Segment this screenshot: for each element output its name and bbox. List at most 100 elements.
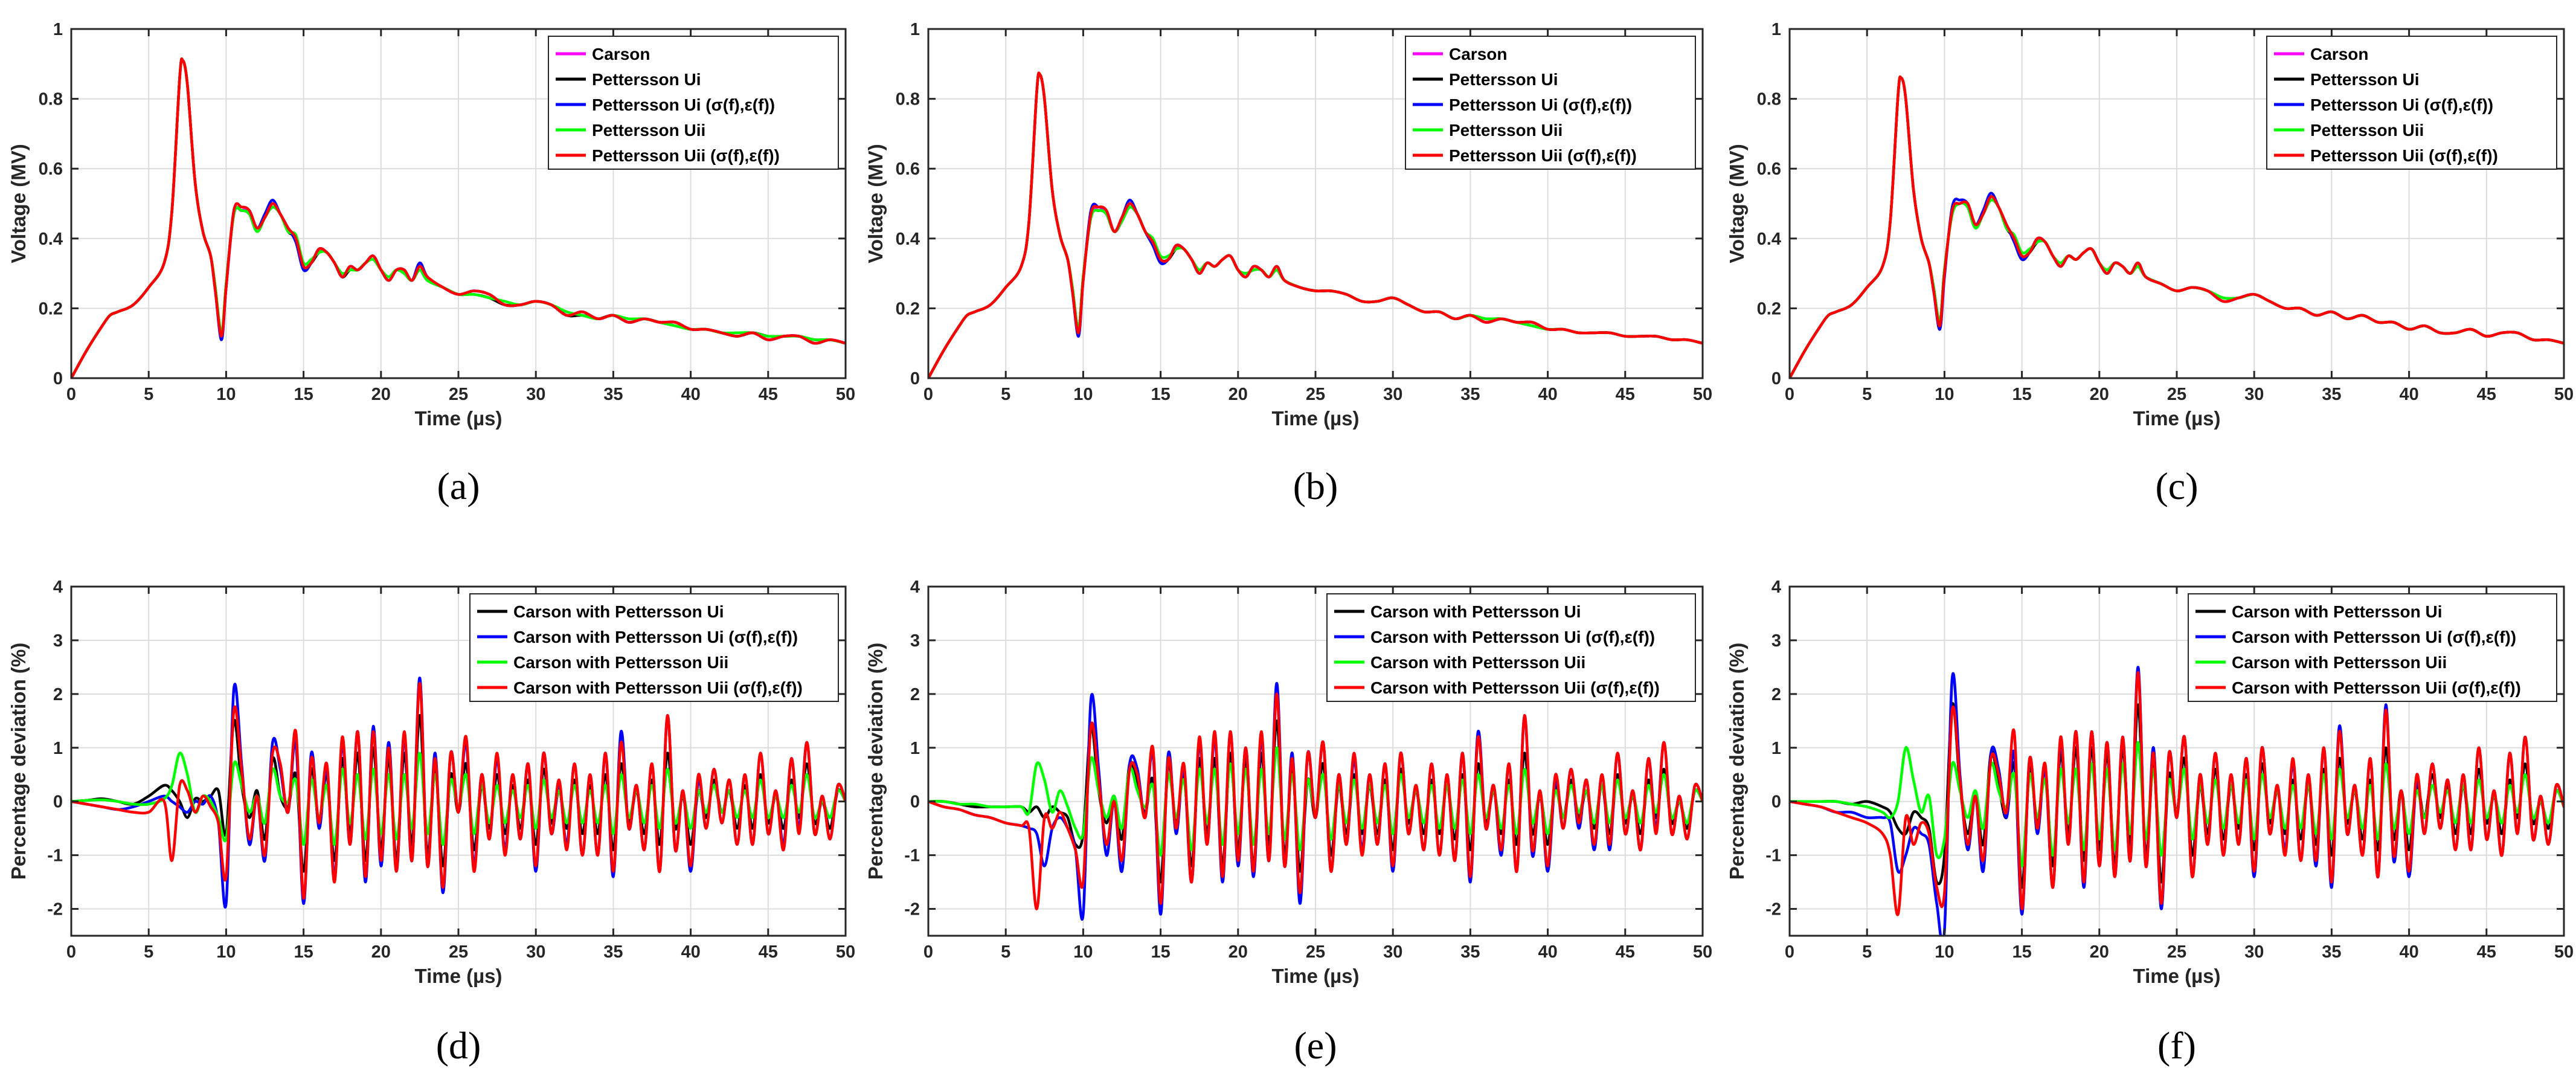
legend-entry: Pettersson Ui (σ(f),ε(f)) [592,95,775,114]
x-tick-label: 0 [66,385,76,404]
y-tick-label: 0.6 [1757,159,1781,179]
x-axis-label: Time (µs) [2133,407,2221,430]
x-tick-label: 40 [681,942,700,962]
x-tick-label: 30 [1383,942,1402,962]
x-tick-label: 50 [2554,385,2574,404]
x-tick-label: 15 [294,385,313,404]
legend-entry: Carson with Pettersson Ui [1370,602,1581,621]
y-tick-label: -2 [1765,900,1781,919]
x-tick-label: 20 [2090,385,2109,404]
series-group [1790,75,2564,378]
series-line [1790,75,2564,378]
y-tick-label: 1 [53,20,63,39]
y-tick-label: 4 [53,578,63,597]
y-tick-label: 4 [1771,578,1781,597]
x-tick-label: 30 [526,942,545,962]
y-axis-label: Voltage (MV) [1726,144,1748,263]
x-tick-label: 35 [603,942,623,962]
y-axis-label: Percentage deviation (%) [864,643,887,880]
y-axis-label: Percentage deviation (%) [7,643,30,880]
x-tick-label: 40 [2399,942,2418,962]
x-tick-label: 20 [371,942,391,962]
legend-entry: Carson with Pettersson Ui (σ(f),ε(f)) [513,628,798,646]
legend-entry: Pettersson Uii [2310,121,2424,140]
legend-entry: Carson with Pettersson Uii (σ(f),ε(f)) [2232,678,2521,697]
y-axis-label: Voltage (MV) [7,144,30,263]
x-tick-label: 0 [1785,385,1794,404]
x-tick-label: 45 [2477,942,2496,962]
panel-b: 0 5 10 15 20 25 30 35 40 45 50 0 0.2 0.4 0.6 0.8 1 Time (… [864,20,1712,507]
series-group [1790,666,2564,936]
panel-a: 0 5 10 15 20 25 30 35 40 45 50 0 0.2 0.4 0.6 0.8 1 Time (… [7,20,855,507]
y-tick-label: 3 [910,631,920,651]
x-tick-label: 35 [2322,942,2341,962]
y-tick-label: 2 [53,685,63,704]
y-tick-label: 0.4 [39,230,63,249]
y-tick-label: 0.8 [1757,90,1781,109]
legend-entry: Carson with Pettersson Uii (σ(f),ε(f)) [513,678,803,697]
x-tick-label: 25 [2167,385,2186,404]
legend-entry: Carson with Pettersson Uii [513,653,728,672]
y-tick-label: 0.8 [39,90,63,109]
x-tick-label: 50 [1693,385,1712,404]
x-tick-label: 45 [759,385,778,404]
x-tick-label: 10 [216,385,236,404]
y-tick-label: 0.4 [1757,230,1781,249]
legend-entry: Carson with Pettersson Uii [2232,653,2447,672]
x-tick-label: 45 [1616,385,1635,404]
series-group [71,57,846,378]
y-tick-label: 1 [1771,20,1781,39]
x-tick-label: 25 [449,385,468,404]
x-tick-label: 15 [2012,942,2031,962]
panel-caption: (c) [2155,465,2198,507]
y-tick-label: 4 [910,578,920,597]
legend-entry: Pettersson Uii [592,121,705,140]
x-tick-label: 20 [371,385,391,404]
y-tick-label: 2 [910,685,920,704]
legend-entry: Pettersson Ui [592,70,701,89]
x-tick-label: 10 [216,942,236,962]
x-axis-label: Time (µs) [1272,965,1360,987]
series-line [71,57,846,378]
panel-e: 0 5 10 15 20 25 30 35 40 45 50 -2 -1 0 1 2 3 4 Time (µs) Pe… [864,578,1712,1067]
x-tick-label: 30 [526,385,545,404]
x-tick-label: 10 [1935,942,1954,962]
y-tick-label: 1 [1771,739,1781,758]
x-tick-label: 25 [1306,385,1325,404]
x-tick-label: 5 [1862,942,1872,962]
y-tick-label: -1 [1765,846,1781,866]
legend-box [1405,36,1696,170]
y-tick-label: -1 [904,846,920,866]
x-axis-label: Time (µs) [1272,407,1360,430]
x-tick-label: 10 [1073,385,1093,404]
legend-box [2266,36,2557,170]
legend-box [1326,593,1696,702]
panel-caption: (f) [2157,1024,2196,1067]
legend-entry: Carson with Pettersson Uii (σ(f),ε(f)) [1370,678,1660,697]
y-tick-label: 0.4 [896,230,920,249]
x-tick-label: 30 [1383,385,1402,404]
x-tick-label: 35 [1460,942,1480,962]
x-tick-label: 45 [759,942,778,962]
y-tick-label: 0 [1771,793,1781,812]
y-axis-label: Voltage (MV) [864,144,887,263]
x-tick-label: 5 [1001,942,1010,962]
series-group [928,71,1703,378]
series-group [71,676,846,909]
x-tick-label: 35 [603,385,623,404]
y-tick-label: 0.2 [896,299,920,318]
panel-c: 0 5 10 15 20 25 30 35 40 45 50 0 0.2 0.4 0.6 0.8 1 Time (… [1726,20,2574,507]
legend-box [2188,593,2557,702]
y-tick-label: 0.2 [39,299,63,318]
series-line [71,752,846,846]
legend-entry: Pettersson Uii (σ(f),ε(f)) [592,146,780,165]
x-tick-label: 5 [1001,385,1010,404]
legend-entry: Carson with Pettersson Ui [513,602,724,621]
x-tick-label: 20 [2090,942,2109,962]
x-tick-label: 0 [923,942,933,962]
x-tick-label: 35 [1460,385,1480,404]
x-tick-label: 0 [923,385,933,404]
x-axis-label: Time (µs) [415,407,503,430]
y-tick-label: 1 [910,739,920,758]
x-tick-label: 5 [1862,385,1872,404]
